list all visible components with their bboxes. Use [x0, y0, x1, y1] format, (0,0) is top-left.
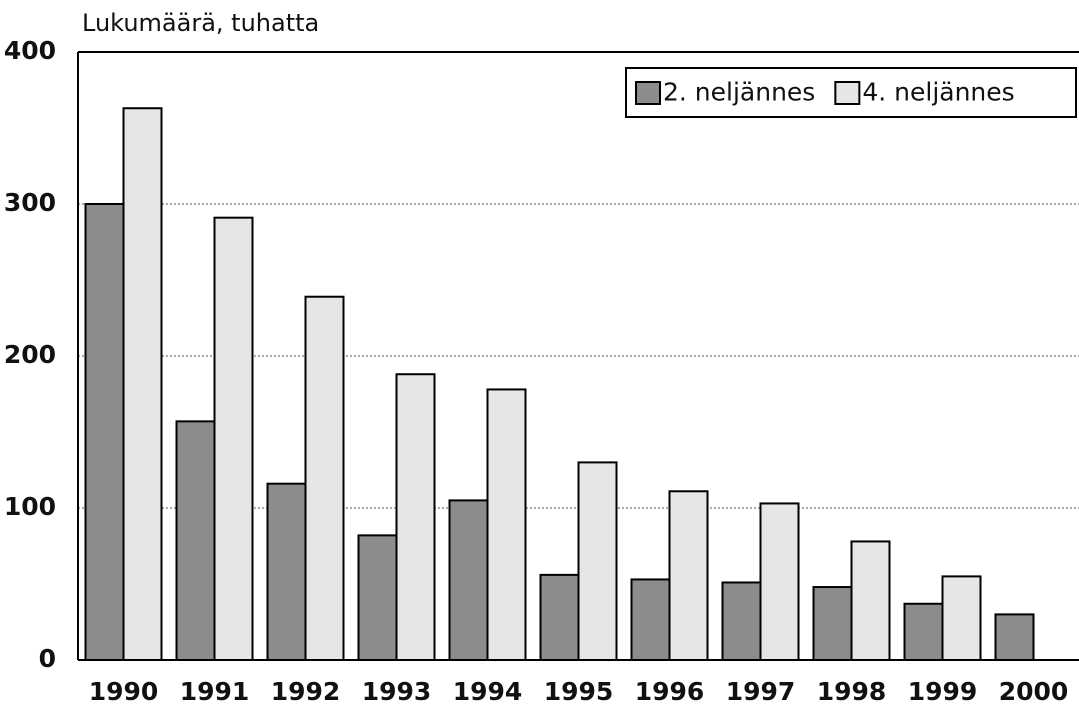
bar [812, 586, 853, 661]
bar [850, 540, 891, 661]
x-tick-label: 1994 [453, 677, 523, 706]
x-tick-label: 2000 [999, 677, 1069, 706]
bar [122, 107, 163, 662]
legend-swatch [635, 81, 661, 105]
bar [357, 534, 398, 661]
x-tick-label: 1998 [817, 677, 887, 706]
bar [903, 602, 944, 662]
bar [266, 482, 307, 661]
bar [759, 502, 800, 661]
y-tick-label: 300 [4, 188, 56, 217]
x-tick-label: 1999 [908, 677, 978, 706]
x-tick-label: 1997 [726, 677, 796, 706]
legend-label: 4. neljännes [862, 78, 1014, 107]
y-tick-label: 200 [4, 340, 56, 369]
x-tick-label: 1996 [635, 677, 705, 706]
y-tick-label: 0 [39, 644, 56, 673]
bar [486, 388, 527, 661]
x-tick-label: 1992 [271, 677, 341, 706]
legend-swatch [834, 81, 861, 105]
y-tick-label: 100 [4, 492, 56, 521]
x-tick-label: 1991 [180, 677, 250, 706]
bar [668, 490, 709, 661]
x-tick-label: 1993 [362, 677, 432, 706]
bar [448, 499, 489, 661]
bar [994, 613, 1035, 662]
bar [213, 216, 254, 661]
x-tick-label: 1990 [89, 677, 159, 706]
bar [175, 420, 216, 661]
bar [941, 575, 982, 662]
bar [577, 461, 618, 661]
bar [630, 578, 671, 661]
bar [395, 373, 436, 661]
bar [304, 295, 345, 661]
legend-label: 2. neljännes [663, 78, 815, 107]
bar [84, 203, 125, 661]
bar [721, 581, 762, 661]
y-tick-label: 400 [4, 36, 56, 65]
x-tick-label: 1995 [544, 677, 614, 706]
bar [539, 573, 580, 662]
chart-title: Lukumäärä, tuhatta [82, 9, 319, 37]
